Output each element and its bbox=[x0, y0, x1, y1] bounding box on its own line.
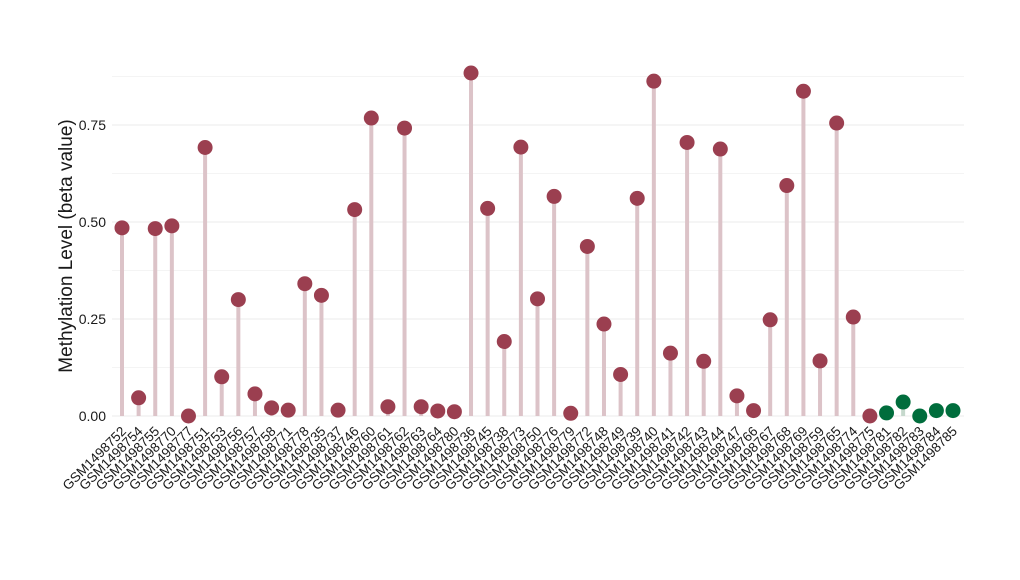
data-point bbox=[879, 405, 895, 421]
data-point bbox=[530, 291, 545, 307]
data-point bbox=[446, 404, 462, 420]
y-tick-label: 0.00 bbox=[79, 408, 106, 424]
data-point bbox=[845, 309, 861, 325]
data-point bbox=[729, 388, 745, 404]
data-point bbox=[613, 366, 629, 382]
data-point bbox=[895, 394, 911, 410]
y-axis-label: Methylation Level (beta value) bbox=[56, 119, 77, 372]
y-tick-label: 0.50 bbox=[79, 214, 106, 230]
y-tick-label: 0.75 bbox=[79, 117, 106, 133]
data-point bbox=[214, 369, 230, 385]
data-point bbox=[862, 408, 878, 424]
data-point bbox=[347, 202, 363, 218]
lollipop-stems bbox=[120, 73, 955, 416]
data-point bbox=[563, 405, 579, 421]
data-point bbox=[546, 188, 562, 204]
data-point bbox=[114, 220, 130, 236]
data-point bbox=[330, 402, 346, 418]
data-point bbox=[180, 408, 196, 424]
data-point bbox=[264, 400, 280, 416]
data-point bbox=[463, 65, 479, 81]
data-point bbox=[679, 134, 695, 150]
data-point bbox=[513, 139, 529, 155]
x-axis: GSM1498752GSM1498754GSM1498755GSM1498770… bbox=[60, 423, 961, 493]
data-point bbox=[247, 386, 263, 402]
data-point bbox=[712, 141, 728, 157]
data-point bbox=[230, 292, 246, 308]
data-point bbox=[662, 345, 678, 361]
y-axis: 0.00 0.25 0.50 0.75 bbox=[79, 117, 106, 424]
data-point bbox=[646, 73, 662, 89]
data-point bbox=[596, 316, 612, 332]
data-point bbox=[779, 178, 795, 194]
data-point bbox=[928, 403, 944, 419]
data-point bbox=[164, 218, 180, 234]
data-point bbox=[363, 110, 379, 126]
data-point bbox=[912, 408, 928, 424]
data-point bbox=[795, 83, 811, 99]
data-point bbox=[297, 276, 313, 292]
data-point bbox=[696, 353, 712, 369]
data-point bbox=[480, 200, 496, 216]
data-point bbox=[280, 402, 296, 418]
lollipop-points bbox=[114, 65, 961, 424]
data-point bbox=[746, 403, 762, 419]
data-point bbox=[430, 403, 446, 419]
y-tick-label: 0.25 bbox=[79, 311, 106, 327]
data-point bbox=[812, 353, 828, 369]
data-point bbox=[197, 140, 213, 156]
data-point bbox=[397, 120, 413, 136]
data-point bbox=[313, 287, 329, 303]
data-point bbox=[629, 190, 645, 206]
data-point bbox=[380, 399, 396, 415]
data-point bbox=[413, 399, 429, 415]
data-point bbox=[496, 334, 512, 350]
data-point bbox=[131, 390, 147, 406]
data-point bbox=[762, 312, 778, 328]
data-point bbox=[579, 238, 595, 254]
data-point bbox=[945, 403, 961, 419]
data-point bbox=[147, 221, 163, 237]
data-point bbox=[829, 115, 845, 131]
